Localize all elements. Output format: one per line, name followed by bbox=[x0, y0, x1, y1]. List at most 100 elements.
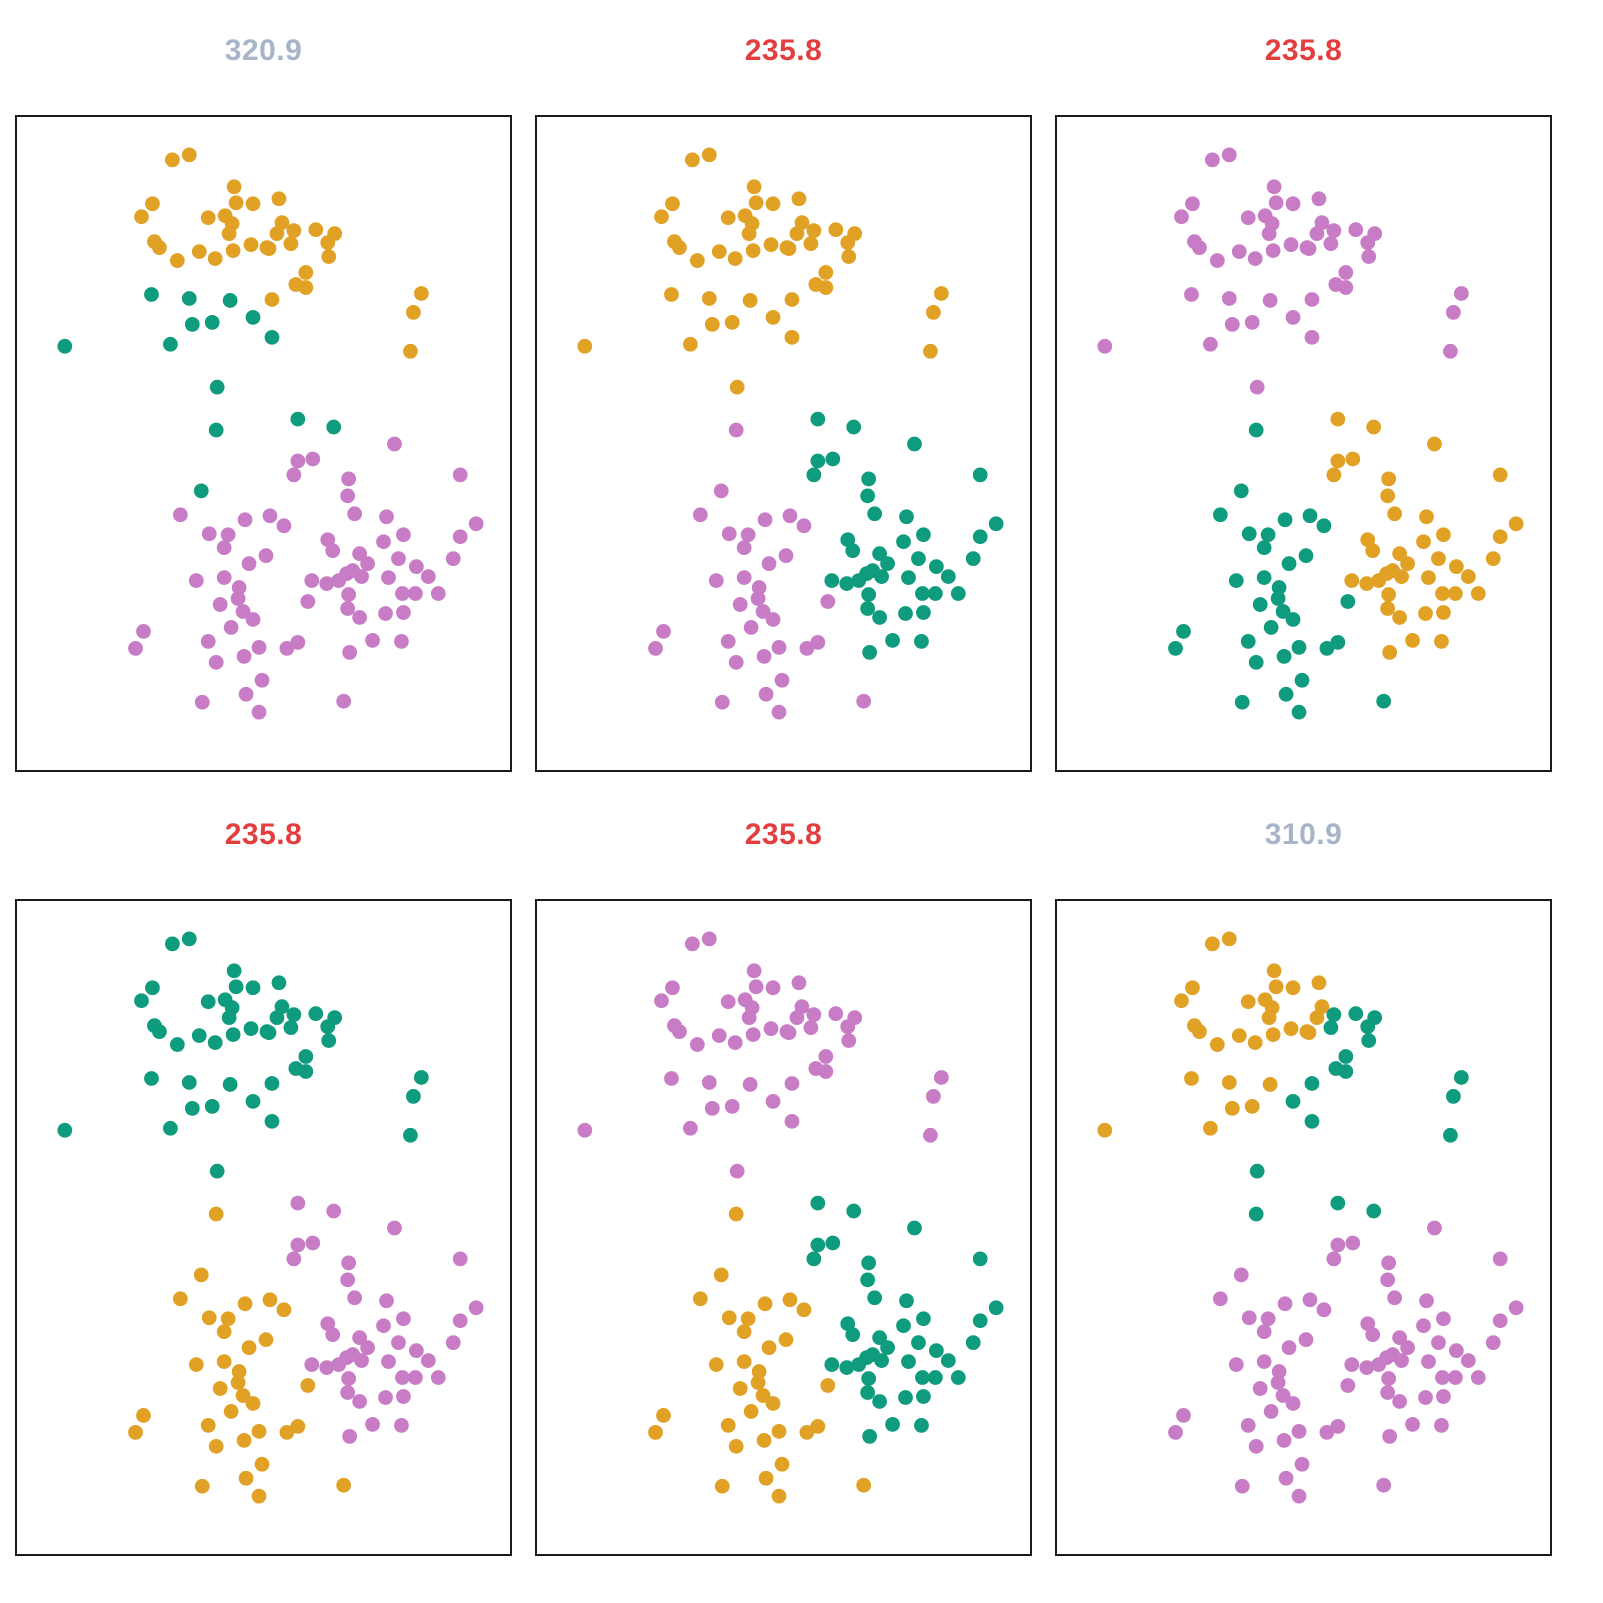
panel-cell-2: 235.8 bbox=[535, 0, 1032, 772]
data-point bbox=[1256, 1354, 1272, 1369]
data-point bbox=[1263, 1404, 1279, 1419]
data-point bbox=[648, 640, 663, 656]
data-point bbox=[360, 1340, 375, 1356]
data-point bbox=[258, 548, 274, 564]
panel-title-1: 320.9 bbox=[224, 34, 303, 67]
data-point bbox=[757, 512, 773, 528]
data-point bbox=[1418, 1390, 1433, 1405]
data-point bbox=[1449, 1343, 1464, 1359]
data-point bbox=[396, 1311, 411, 1327]
data-point bbox=[201, 1310, 217, 1326]
data-point bbox=[290, 635, 306, 650]
data-point bbox=[1314, 215, 1330, 231]
data-point bbox=[1400, 556, 1415, 572]
data-point bbox=[193, 1267, 209, 1283]
data-point bbox=[1338, 1064, 1354, 1079]
data-point bbox=[1416, 534, 1431, 550]
data-point bbox=[209, 379, 225, 395]
data-point bbox=[1435, 586, 1450, 601]
data-point bbox=[1338, 265, 1354, 280]
data-point bbox=[1256, 1324, 1272, 1340]
data-point bbox=[305, 1235, 321, 1251]
data-point bbox=[1244, 1098, 1260, 1114]
data-point bbox=[1221, 291, 1237, 306]
data-point bbox=[713, 1267, 729, 1283]
data-point bbox=[1359, 576, 1375, 591]
data-point bbox=[134, 993, 149, 1009]
data-point bbox=[420, 1353, 436, 1368]
data-point bbox=[758, 1470, 774, 1486]
data-point bbox=[1233, 483, 1249, 499]
data-point bbox=[791, 975, 807, 991]
data-point bbox=[794, 999, 810, 1015]
data-point bbox=[321, 1033, 337, 1048]
data-point bbox=[251, 1423, 267, 1439]
data-point bbox=[1309, 226, 1325, 242]
data-point bbox=[1348, 222, 1364, 238]
data-point bbox=[319, 1360, 335, 1375]
data-point bbox=[286, 1251, 302, 1267]
data-point bbox=[286, 223, 302, 239]
data-point bbox=[774, 672, 790, 688]
data-point bbox=[1360, 532, 1376, 548]
data-point bbox=[1470, 586, 1486, 601]
data-point bbox=[226, 179, 242, 195]
data-point bbox=[1381, 471, 1397, 487]
data-point bbox=[1436, 605, 1451, 620]
data-point bbox=[319, 576, 335, 591]
data-point bbox=[1366, 419, 1382, 435]
data-point bbox=[406, 305, 421, 320]
data-point bbox=[381, 1354, 396, 1369]
data-point bbox=[204, 314, 220, 330]
data-point bbox=[1319, 640, 1335, 656]
data-point bbox=[1294, 672, 1310, 688]
data-point bbox=[409, 559, 424, 575]
data-point bbox=[223, 1404, 239, 1419]
data-point bbox=[840, 1019, 856, 1034]
data-point bbox=[1326, 1007, 1342, 1023]
data-point bbox=[740, 527, 756, 543]
data-point bbox=[144, 287, 159, 302]
data-point bbox=[818, 280, 834, 295]
data-point bbox=[1240, 634, 1256, 649]
data-point bbox=[1278, 1470, 1294, 1486]
data-point bbox=[846, 1203, 862, 1219]
data-point bbox=[1340, 1378, 1356, 1393]
data-point bbox=[724, 1098, 740, 1114]
data-point bbox=[708, 1357, 724, 1372]
data-point bbox=[1252, 1381, 1268, 1396]
data-point bbox=[222, 293, 238, 308]
data-point bbox=[184, 316, 200, 332]
data-point bbox=[200, 210, 216, 226]
data-point bbox=[736, 1324, 752, 1340]
data-point bbox=[778, 548, 794, 564]
data-point bbox=[208, 1438, 224, 1454]
data-point bbox=[728, 1206, 744, 1222]
data-point bbox=[152, 240, 167, 255]
data-point bbox=[1285, 612, 1301, 627]
data-point bbox=[1387, 506, 1403, 522]
data-point bbox=[1508, 516, 1524, 532]
data-point bbox=[720, 634, 736, 649]
data-point bbox=[736, 540, 752, 556]
data-point bbox=[391, 551, 406, 567]
data-point bbox=[683, 336, 698, 352]
data-point bbox=[391, 1335, 406, 1351]
data-point bbox=[860, 488, 876, 504]
data-point bbox=[394, 634, 409, 649]
data-point bbox=[1448, 1370, 1463, 1385]
data-point bbox=[818, 265, 834, 280]
data-point bbox=[810, 453, 826, 469]
data-point bbox=[916, 605, 931, 620]
data-point bbox=[172, 507, 188, 523]
data-point bbox=[341, 1255, 357, 1271]
data-point bbox=[724, 314, 740, 330]
data-point bbox=[742, 293, 758, 308]
data-point bbox=[1247, 1035, 1263, 1050]
data-point bbox=[746, 179, 762, 195]
data-point bbox=[1345, 1235, 1361, 1251]
data-point bbox=[283, 236, 299, 251]
data-point bbox=[1271, 580, 1287, 595]
data-point bbox=[1314, 999, 1330, 1015]
scatter-panel-4 bbox=[15, 899, 512, 1556]
